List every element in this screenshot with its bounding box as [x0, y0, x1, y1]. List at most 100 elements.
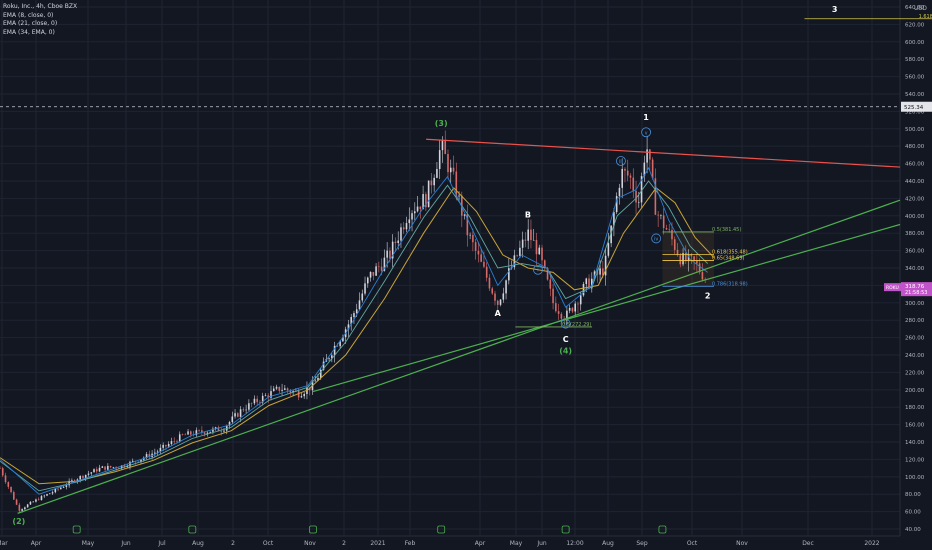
- candle-body: [546, 268, 549, 280]
- candle-body: [264, 395, 267, 396]
- candle-body: [372, 271, 375, 276]
- candle-body: [314, 380, 317, 382]
- candle-body: [159, 447, 162, 452]
- candle-body: [449, 167, 452, 173]
- candle-body: [618, 187, 621, 197]
- price-tick-label: 600.00: [905, 40, 925, 46]
- price-tick-label: 120.00: [905, 457, 925, 463]
- price-tick-label: 280.00: [905, 318, 925, 324]
- candle-body: [112, 467, 115, 468]
- candle-body: [350, 316, 353, 325]
- candle-body: [649, 149, 651, 160]
- candle-body: [521, 239, 524, 248]
- candle-body: [588, 278, 590, 289]
- candle-body: [599, 268, 601, 275]
- candle-body: [436, 169, 438, 178]
- candle-body: [361, 293, 364, 301]
- fib-zone: [662, 231, 714, 287]
- candle-body: [342, 337, 344, 342]
- candle-body: [673, 239, 676, 250]
- candle-body: [416, 206, 419, 212]
- candle-body: [242, 409, 245, 411]
- candle-body: [582, 283, 585, 296]
- price-tick-label: 380.00: [905, 231, 925, 237]
- time-tick-label: 12:00: [566, 540, 583, 547]
- candle-body: [93, 469, 95, 473]
- price-tick-label: 80.00: [905, 492, 921, 498]
- wave-circle-label: i: [537, 268, 538, 274]
- price-tick-label: 40.00: [905, 527, 921, 533]
- price-tick-label: 540.00: [905, 92, 925, 98]
- candle-body: [665, 227, 668, 230]
- time-tick-label: Oct: [263, 540, 274, 547]
- fib-level-label: 0.618(355.48): [712, 250, 748, 256]
- time-tick-label: Nov: [736, 540, 748, 547]
- time-tick-label: Dec: [802, 540, 814, 547]
- candle-body: [220, 431, 223, 432]
- candle-body: [532, 239, 535, 241]
- candle-body: [272, 388, 275, 392]
- candle-body: [380, 266, 383, 271]
- candle-body: [682, 252, 684, 265]
- candle-body: [474, 242, 477, 251]
- price-tick-label: 620.00: [905, 22, 925, 28]
- price-badge-value: 318.76: [905, 284, 925, 290]
- candle-body: [632, 177, 635, 191]
- candle-body: [87, 473, 90, 475]
- fib-level-label: 0.786(318.98): [712, 281, 748, 287]
- event-marker-icon: [188, 525, 197, 534]
- candle-body: [378, 266, 380, 267]
- candle-body: [261, 395, 264, 403]
- candle-body: [275, 386, 278, 389]
- candle-body: [209, 431, 211, 433]
- candle-body: [491, 288, 494, 294]
- candle-body: [145, 454, 148, 458]
- candle-body: [375, 266, 377, 276]
- wave-circle-label: v: [645, 130, 648, 136]
- wave-label: 1: [643, 113, 649, 122]
- candle-body: [698, 263, 701, 273]
- fib-level-label: 1.618(626.45): [919, 14, 932, 20]
- time-tick-label: Feb: [405, 540, 416, 547]
- candle-body: [62, 486, 65, 488]
- wave-circle: [641, 127, 651, 138]
- candle-body: [472, 234, 474, 243]
- candle-body: [239, 409, 242, 417]
- candle-body: [126, 466, 129, 467]
- candle-body: [635, 190, 637, 203]
- candle-body: [46, 494, 48, 496]
- symbol-badge-label: ROKU: [886, 285, 899, 291]
- candle-body: [414, 211, 416, 214]
- candle-body: [0, 468, 1, 469]
- candle-body: [267, 395, 270, 398]
- candle-body: [140, 459, 142, 463]
- candle-body: [21, 509, 23, 511]
- candle-body: [427, 180, 430, 208]
- price-tick-label: 480.00: [905, 144, 925, 150]
- candle-body: [621, 168, 624, 188]
- candle-body: [366, 277, 369, 284]
- candle-body: [505, 280, 507, 294]
- candle-body: [499, 299, 502, 305]
- candle-body: [284, 388, 286, 390]
- event-marker-icon: [561, 525, 570, 534]
- candle-body: [419, 206, 422, 210]
- time-tick-label: Oct: [687, 540, 698, 547]
- candle-body: [516, 255, 518, 256]
- candle-body: [328, 358, 330, 360]
- candle-body: [109, 465, 112, 468]
- candle-body: [223, 430, 225, 432]
- wave-circle: [651, 233, 662, 244]
- candle-body: [411, 213, 413, 220]
- candle-body: [626, 170, 629, 176]
- candle-body: [397, 240, 400, 243]
- wave-label: (2): [12, 517, 25, 526]
- event-marker-icon: [658, 525, 667, 534]
- candle-body: [654, 178, 657, 215]
- candle-body: [560, 313, 563, 319]
- price-tick-label: 140.00: [905, 440, 925, 446]
- candle-body: [430, 180, 433, 186]
- candle-body: [234, 413, 236, 417]
